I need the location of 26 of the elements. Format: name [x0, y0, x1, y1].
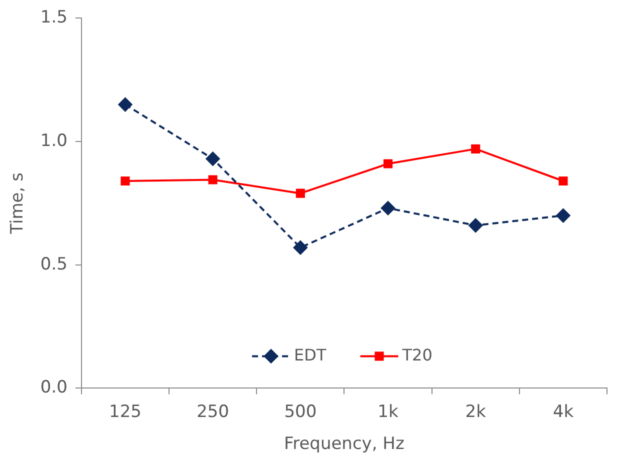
legend-label: EDT — [294, 345, 326, 364]
point — [206, 152, 220, 166]
point — [558, 176, 568, 186]
point — [293, 240, 308, 255]
x-tick-label: 2k — [465, 402, 486, 422]
point — [383, 159, 393, 168]
x-tick-label: 125 — [109, 402, 142, 422]
point — [208, 175, 218, 184]
point — [471, 144, 480, 154]
point — [120, 176, 130, 186]
point — [381, 201, 396, 216]
x-axis-title: Frequency, Hz — [284, 434, 404, 454]
point — [118, 98, 132, 112]
y-tick-label: 1.0 — [40, 130, 68, 151]
legend-label: T20 — [401, 345, 432, 364]
point — [556, 208, 570, 223]
y-tick-label: 0.0 — [40, 378, 68, 398]
y-axis-title: Time, s — [8, 172, 28, 235]
point — [468, 218, 483, 232]
x-tick-label: 1k — [378, 402, 398, 422]
point — [296, 188, 305, 198]
x-tick-label: 500 — [284, 402, 317, 422]
x-tick-label: 250 — [196, 402, 230, 422]
x-tick-label: 4k — [552, 402, 574, 422]
y-tick-label: 1.5 — [40, 8, 68, 28]
y-tick-label: 0.5 — [40, 254, 68, 274]
